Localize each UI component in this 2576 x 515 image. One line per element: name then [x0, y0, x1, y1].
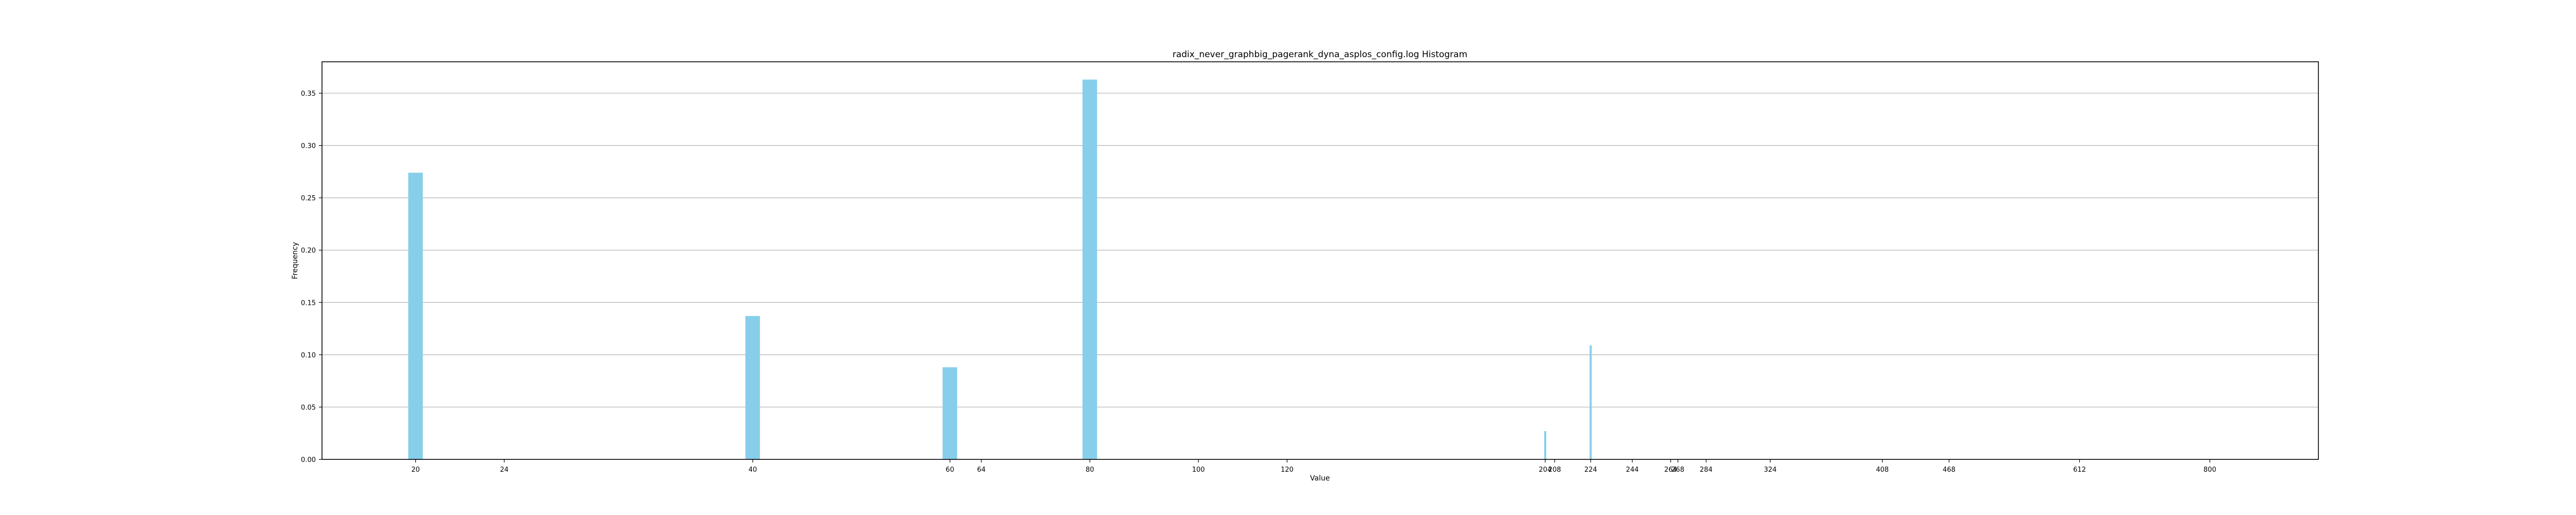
y-tick-label: 0.15 — [301, 299, 316, 307]
x-tick-label: 24 — [500, 466, 509, 474]
y-tick-label: 0.00 — [301, 456, 316, 464]
bar-224 — [1589, 345, 1592, 459]
x-tick-label: 40 — [749, 466, 757, 474]
x-tick-label: 324 — [1764, 466, 1777, 474]
y-axis: 0.00 0.05 0.10 0.15 0.20 0.25 0.30 0.35 — [301, 90, 322, 464]
x-tick-label: 64 — [977, 466, 986, 474]
x-axis-label: Value — [1310, 474, 1330, 483]
bar-204 — [1544, 431, 1547, 459]
chart-title: radix_never_graphbig_pagerank_dyna_asplo… — [1173, 49, 1467, 60]
x-tick-label: 244 — [1626, 466, 1639, 474]
grid-lines — [322, 93, 2318, 408]
bars — [408, 79, 1592, 459]
x-tick-label: 20 — [411, 466, 420, 474]
x-tick-label: 268 — [1671, 466, 1684, 474]
bar-60 — [942, 367, 957, 459]
x-tick-label: 80 — [1086, 466, 1094, 474]
x-tick-label: 224 — [1584, 466, 1597, 474]
x-tick-label: 100 — [1192, 466, 1205, 474]
x-tick-label: 120 — [1281, 466, 1294, 474]
bar-80 — [1082, 79, 1097, 459]
y-tick-label: 0.30 — [301, 143, 316, 150]
y-tick-label: 0.10 — [301, 352, 316, 359]
x-tick-label: 612 — [2073, 466, 2086, 474]
x-tick-label: 408 — [1876, 466, 1889, 474]
x-tick-label: 284 — [1700, 466, 1713, 474]
y-tick-label: 0.05 — [301, 404, 316, 411]
bar-20 — [408, 173, 423, 459]
plot-area — [321, 61, 2319, 460]
x-tick-label: 60 — [946, 466, 955, 474]
x-tick-label: 204 — [1539, 466, 1552, 474]
x-tick-label: 800 — [2204, 466, 2216, 474]
x-tick-label: 468 — [1943, 466, 1956, 474]
y-tick-label: 0.25 — [301, 195, 316, 202]
y-tick-label: 0.35 — [301, 90, 316, 98]
y-tick-label: 0.20 — [301, 247, 316, 255]
bar-40 — [745, 316, 760, 459]
y-axis-label: Frequency — [291, 242, 299, 279]
x-tick-label: 208 — [1548, 466, 1561, 474]
x-tick-label: 264 — [1664, 466, 1677, 474]
